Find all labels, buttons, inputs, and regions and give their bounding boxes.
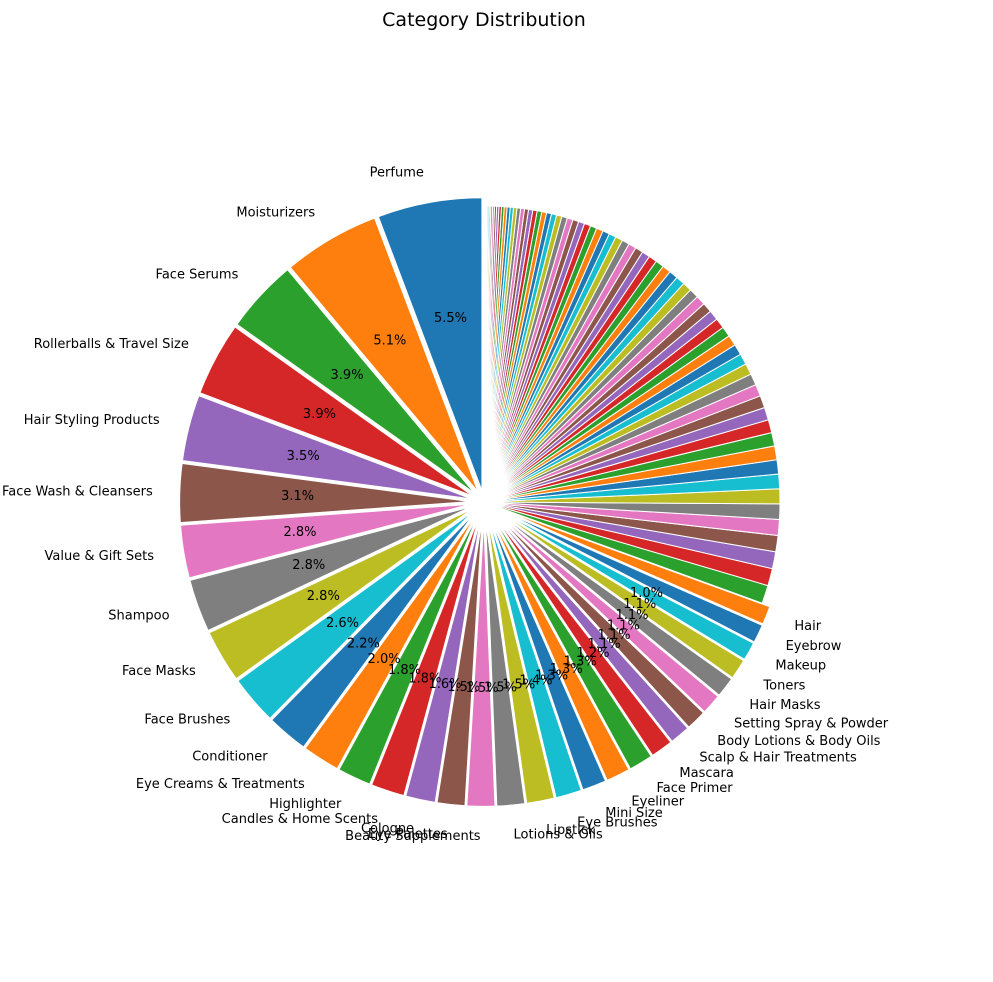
slice-label: Beauty Supplements [345, 829, 481, 844]
slice-percent-label: 1.5% [502, 678, 535, 693]
pie-slice [207, 505, 478, 681]
slice-label: Eyeliner [631, 795, 684, 810]
slice-percent-label: 1.1% [598, 628, 631, 643]
slice-percent-label: 2.0% [368, 652, 401, 667]
pie-slice [288, 216, 481, 496]
slice-percent-label: 5.1% [373, 334, 406, 349]
slice-percent-label: 1.5% [466, 681, 499, 696]
slice-label: Eyebrow [786, 639, 842, 654]
slice-label: Lotions & Oils [514, 828, 604, 843]
slice-percent-label: 1.5% [484, 680, 517, 695]
pie-slices [178, 196, 781, 808]
slice-label: Hair [794, 619, 821, 634]
pie-slice [269, 507, 480, 749]
slice-label: Moisturizers [236, 206, 315, 221]
slice-label: Eye Brushes [577, 816, 658, 831]
slice-percent-label: 2.6% [326, 616, 359, 631]
slice-percent-label: 2.2% [347, 637, 380, 652]
slice-percent-label: 1.3% [535, 668, 568, 683]
slice-label: Mascara [679, 766, 733, 781]
slice-percent-label: 1.1% [623, 597, 656, 612]
pie-slice [198, 325, 478, 499]
slice-percent-label: 1.5% [447, 680, 480, 695]
slice-percent-label: 2.8% [292, 558, 325, 573]
pie-slice [369, 509, 483, 798]
slice-percent-label: 1.8% [408, 671, 441, 686]
slice-label: Highlighter [269, 797, 342, 812]
slice-percent-label: 5.5% [434, 311, 467, 326]
slice-percent-label: 1.1% [615, 608, 648, 623]
slice-label: Eye Creams & Treatments [136, 777, 305, 792]
slice-label: Body Lotions & Body Oils [717, 734, 880, 749]
percentage-labels: 5.5% 5.1% 3.9% 3.9% 3.5% 3.1% 2.8% 2.8% 2.8% 2.6%… [281, 311, 663, 696]
pie-slice [180, 394, 477, 501]
slice-percent-label: 1.4% [519, 674, 552, 689]
pie-slice [178, 461, 477, 525]
slice-label: Setting Spray & Powder [734, 717, 889, 732]
slice-label: Cologne [361, 822, 414, 837]
slice-percent-label: 3.9% [303, 407, 336, 422]
slice-label: Value & Gift Sets [45, 549, 155, 564]
pie-slice [491, 504, 772, 626]
pie-slice [303, 508, 481, 771]
slice-percent-label: 3.1% [281, 489, 314, 504]
slice-label: Face Masks [122, 664, 196, 679]
slice-percent-label: 1.1% [607, 618, 640, 633]
slice-percent-label: 1.1% [588, 637, 621, 652]
slice-label: Face Brushes [144, 712, 230, 727]
slice-label: Face Serums [156, 267, 239, 282]
slice-label: Eye Palettes [368, 827, 448, 842]
slice-label: Face Primer [656, 781, 733, 796]
pie-slice [376, 196, 484, 495]
slice-label: Lipstick [546, 823, 596, 838]
slice-label: Scalp & Hair Treatments [699, 750, 857, 765]
slice-label: Face Wash & Cleansers [2, 485, 153, 500]
slice-label: Hair Styling Products [24, 413, 160, 428]
slice-label: Hair Masks [749, 698, 820, 713]
slice-percent-label: 1.2% [576, 646, 609, 661]
slice-percent-label: 1.3% [564, 654, 597, 669]
slice-percent-label: 3.5% [287, 449, 320, 464]
pie-slice [235, 267, 479, 497]
slice-percent-label: 2.8% [284, 525, 317, 540]
slice-label: Shampoo [108, 609, 169, 624]
slice-percent-label: 2.8% [307, 589, 340, 604]
slice-percent-label: 1.6% [428, 677, 461, 692]
pie-slice [188, 504, 477, 633]
chart-title: Category Distribution [382, 9, 586, 31]
pie-center [473, 491, 495, 513]
pie-slice [337, 509, 482, 786]
category-labels: Perfume Moisturizers Face Serums Rollerball… [2, 165, 889, 843]
pie-slice [236, 506, 479, 721]
slice-label: Candles & Home Scents [222, 812, 379, 827]
slice-percent-label: 1.3% [550, 662, 583, 677]
slice-label: Toners [762, 678, 805, 693]
slice-percent-label: 1.8% [388, 663, 421, 678]
slice-label: Perfume [370, 165, 424, 180]
slice-percent-label: 1.0% [630, 586, 663, 601]
slice-label: Makeup [775, 659, 826, 674]
slice-label: Conditioner [192, 750, 268, 765]
slice-label: Rollerballs & Travel Size [34, 337, 189, 352]
slice-label: Mini Size [605, 806, 663, 821]
slice-percent-label: 3.9% [331, 368, 364, 383]
pie-slice [179, 502, 477, 580]
